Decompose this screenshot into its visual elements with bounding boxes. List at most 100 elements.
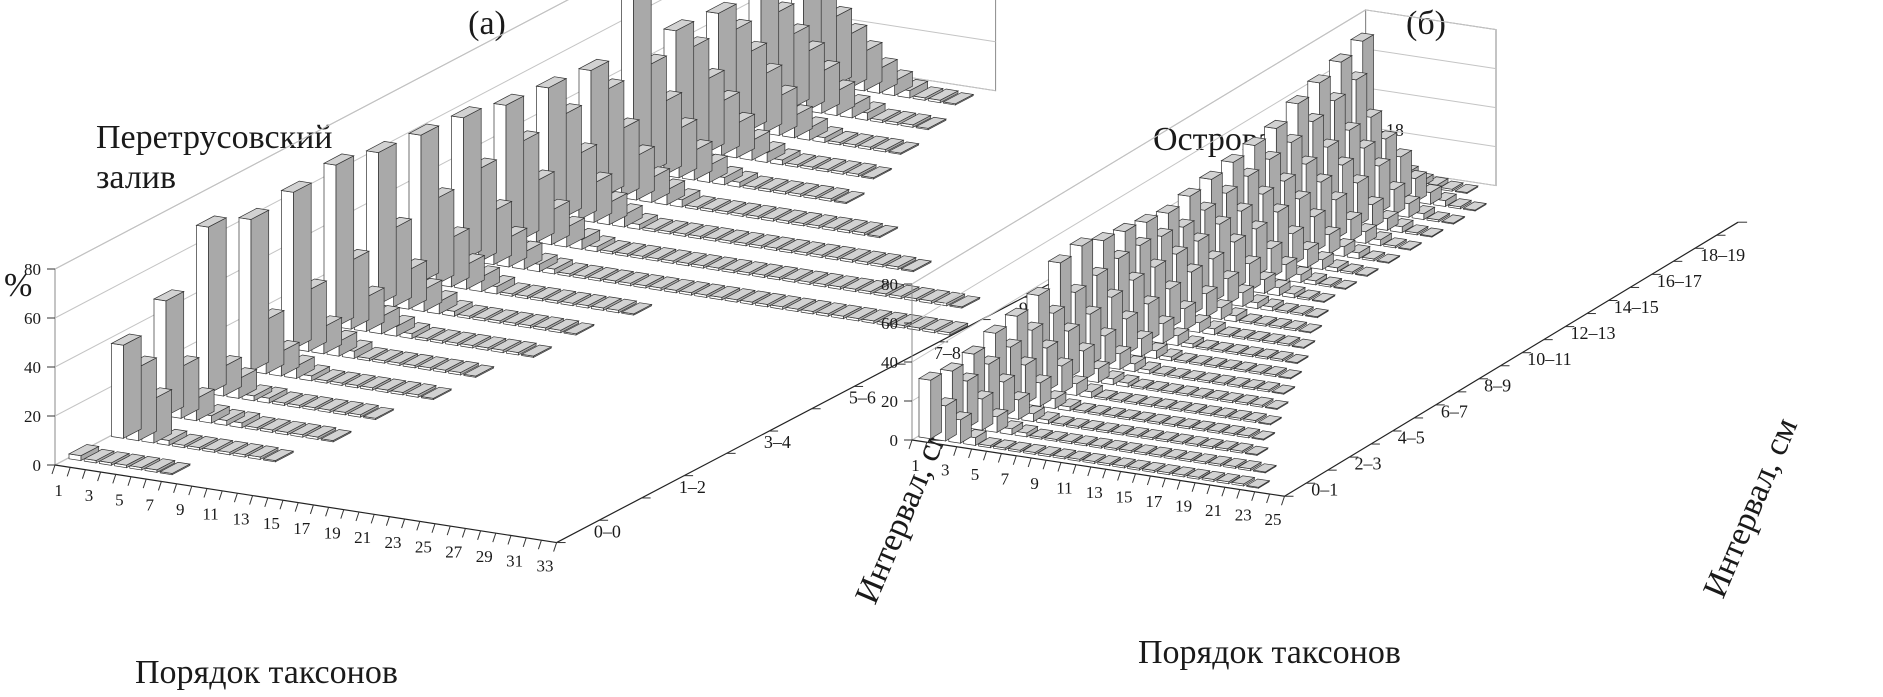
bar bbox=[456, 304, 489, 320]
bar bbox=[517, 314, 550, 329]
bar bbox=[787, 182, 820, 198]
bar bbox=[1176, 418, 1202, 430]
bar bbox=[247, 445, 280, 461]
y-tick-label: 10–11 bbox=[1527, 349, 1571, 369]
bar bbox=[1116, 409, 1142, 421]
bar bbox=[1145, 380, 1170, 393]
bar bbox=[1148, 446, 1173, 458]
bar bbox=[1439, 180, 1464, 192]
bar bbox=[1247, 363, 1273, 376]
x-axis-line bbox=[911, 439, 1285, 497]
bar bbox=[872, 137, 905, 153]
bar bbox=[775, 209, 808, 225]
bar bbox=[320, 429, 353, 443]
y-tick-label: 2–3 bbox=[1355, 454, 1382, 474]
bar bbox=[1332, 279, 1358, 290]
bar bbox=[1274, 302, 1300, 314]
y-tick-label: 5–6 bbox=[849, 388, 876, 408]
y-tick-label: 0–0 bbox=[594, 521, 621, 541]
bar bbox=[1177, 451, 1203, 463]
bar bbox=[1169, 433, 1195, 445]
x-tick-label: 9 bbox=[176, 500, 185, 519]
bar bbox=[1311, 292, 1336, 304]
bar bbox=[347, 403, 380, 418]
bar bbox=[420, 386, 453, 401]
bar bbox=[1198, 405, 1223, 417]
bar bbox=[1297, 323, 1323, 334]
bar bbox=[556, 262, 589, 277]
bar bbox=[917, 371, 943, 440]
bar bbox=[992, 439, 1018, 451]
bar bbox=[365, 141, 398, 306]
bar bbox=[1233, 361, 1258, 373]
bar bbox=[1118, 442, 1143, 454]
bar bbox=[1376, 253, 1401, 264]
y-tick-label: 4–5 bbox=[1398, 428, 1425, 448]
bar bbox=[1254, 348, 1280, 360]
bar bbox=[1073, 435, 1099, 447]
bar bbox=[927, 88, 960, 104]
z-tick-label: 40 bbox=[24, 358, 41, 377]
bar bbox=[602, 269, 635, 284]
bar bbox=[1139, 429, 1165, 441]
bar bbox=[1173, 352, 1199, 364]
bar bbox=[1103, 439, 1129, 452]
bar bbox=[854, 250, 887, 266]
z-tick-label: 60 bbox=[24, 309, 41, 328]
x-tick-labels-b: 1 3 5 7 9 11 13 15 17 19 21 23 25 bbox=[908, 439, 1285, 529]
bar bbox=[152, 289, 185, 417]
bar bbox=[1425, 211, 1451, 223]
bar bbox=[942, 92, 975, 106]
bar bbox=[817, 187, 850, 202]
bar bbox=[1281, 285, 1307, 299]
bar bbox=[559, 291, 592, 307]
bar bbox=[1131, 411, 1157, 423]
bar bbox=[1199, 438, 1225, 450]
bar bbox=[1253, 315, 1278, 327]
bar bbox=[900, 258, 933, 273]
bar bbox=[866, 224, 899, 239]
y-axis-line bbox=[1284, 221, 1739, 497]
bar bbox=[918, 289, 951, 304]
z-tick-label: 0 bbox=[33, 456, 42, 475]
bar bbox=[1361, 250, 1386, 262]
bar bbox=[657, 220, 689, 235]
bar bbox=[1184, 435, 1210, 448]
bar bbox=[195, 215, 228, 395]
x-axis-title-a: Порядок таксонов bbox=[135, 654, 398, 691]
bar bbox=[1186, 468, 1211, 480]
bar bbox=[717, 229, 750, 245]
bar bbox=[842, 277, 875, 293]
bar bbox=[760, 207, 793, 222]
bar bbox=[362, 406, 395, 421]
x-tick-label: 27 bbox=[445, 542, 463, 561]
bar bbox=[1123, 393, 1149, 406]
bar bbox=[857, 280, 890, 295]
x-tick-label: 15 bbox=[263, 514, 280, 533]
bar bbox=[1226, 376, 1251, 389]
bar bbox=[857, 135, 890, 151]
panel-label-a: (а) bbox=[468, 5, 506, 42]
bar bbox=[1241, 379, 1266, 391]
x-tick-label: 33 bbox=[537, 556, 554, 575]
y-tick-label: 14–15 bbox=[1614, 297, 1659, 317]
bar bbox=[487, 309, 519, 324]
bar bbox=[1261, 333, 1286, 345]
bar bbox=[906, 316, 939, 331]
bar bbox=[1296, 289, 1321, 301]
bar bbox=[1276, 335, 1301, 347]
bar bbox=[1043, 430, 1069, 443]
bar bbox=[1245, 478, 1271, 489]
bar bbox=[1072, 402, 1097, 414]
bar bbox=[1215, 473, 1241, 485]
x-tick-label: 3 bbox=[941, 461, 950, 480]
bar bbox=[663, 278, 696, 294]
bar bbox=[1192, 453, 1218, 465]
bar bbox=[1224, 344, 1250, 356]
bars-a bbox=[67, 0, 981, 476]
bar bbox=[869, 108, 902, 124]
z-tick-label: 80 bbox=[24, 260, 41, 279]
bar bbox=[830, 304, 863, 320]
bar bbox=[1382, 237, 1408, 249]
